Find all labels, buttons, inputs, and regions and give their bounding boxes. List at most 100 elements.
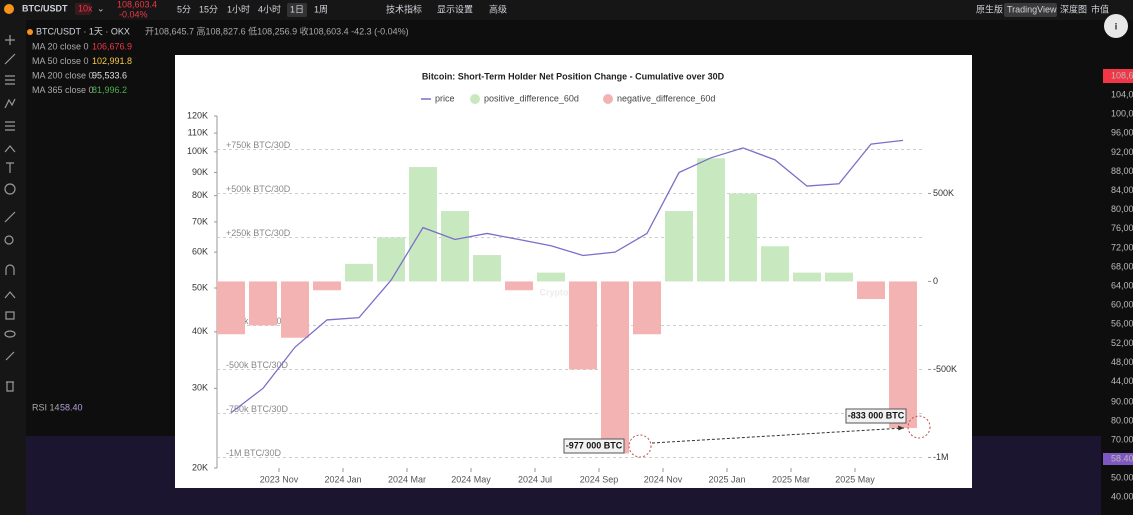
icon-lock[interactable] [5, 311, 15, 320]
tool[interactable]: 技术指标 [386, 3, 422, 14]
x-tick-label: 2025 May [835, 474, 875, 484]
leverage-badge [75, 3, 91, 15]
annotation-label: -833 000 BTC [848, 410, 905, 420]
icon-fib[interactable] [5, 121, 15, 131]
icon-magnet[interactable] [5, 264, 15, 275]
icon-pattern[interactable] [4, 98, 16, 109]
bar [601, 281, 629, 454]
rsi-scale-label: 90.00 [1111, 396, 1133, 406]
interval[interactable]: 1周 [314, 4, 328, 14]
ma-value: 81,996.2 [92, 85, 127, 95]
bar [217, 281, 245, 335]
guide-label: +250k BTC/30D [226, 228, 291, 238]
legend-symbol: BTC/USDT · 1天 · OKX [36, 26, 130, 36]
x-tick-label: 2024 Sep [580, 474, 619, 484]
last-price: 108,603.4 [117, 0, 157, 9]
y-tick-label: 70K [192, 216, 208, 226]
rsi-name: RSI 14 [32, 402, 60, 412]
price-scale: 108,60 104,000 100,000 96,000 92,000 88,000 84… [1103, 69, 1133, 501]
leverage: 10x [78, 3, 93, 13]
interval[interactable]: 1日 [290, 4, 304, 14]
interval[interactable]: 5分 [177, 4, 191, 14]
bar [345, 263, 373, 282]
icon-text[interactable] [6, 162, 14, 173]
arrow-head [898, 425, 904, 431]
rsi-scale-label: 80.00 [1111, 415, 1133, 425]
price-scale-label: 48,000 [1111, 357, 1133, 367]
ma-name: MA 200 close 0 [32, 70, 94, 80]
x-tick-label: 2024 Mar [388, 474, 426, 484]
bar [697, 158, 725, 282]
bar [857, 281, 885, 300]
price-scale-label: 84,000 [1111, 185, 1133, 195]
plot: +750k BTC/30D +500k BTC/30D +250k BTC/30D -… [187, 93, 957, 484]
tool[interactable]: 高级 [489, 3, 507, 14]
price-scale-label: 68,000 [1111, 261, 1133, 271]
y-tick-label: 100K [187, 146, 208, 156]
bar [729, 193, 757, 282]
y2-tick-label: 0 [933, 276, 938, 286]
legend-label: negative_difference_60d [617, 93, 715, 103]
guide-label: -1M BTC/30D [226, 448, 282, 458]
icon-link[interactable] [5, 351, 15, 361]
bar [249, 281, 277, 326]
coin-icon [4, 4, 14, 14]
icon-zoom[interactable] [4, 235, 14, 245]
tool[interactable]: 显示设置 [437, 4, 473, 14]
icon-trash[interactable] [6, 381, 14, 392]
interval-active [287, 3, 307, 17]
dropdown-arrow[interactable]: ⌄ [97, 3, 105, 13]
price-scale-label: 88,000 [1111, 166, 1133, 176]
top-bar [0, 0, 1133, 20]
ma-legend: MA 20 close 0 106,676.9MA 50 close 0 102,9… [32, 41, 132, 95]
view[interactable]: TradingView [1007, 4, 1057, 14]
icon-eye[interactable] [4, 330, 16, 338]
annotation-box [563, 438, 625, 454]
icon-brush[interactable] [4, 145, 16, 153]
interval[interactable]: 4小时 [258, 3, 281, 14]
price-scale-label: 96,000 [1111, 128, 1133, 138]
view[interactable]: 市值 [1091, 3, 1109, 14]
interval[interactable]: 1小时 [227, 3, 250, 14]
watermark: CryptoQuant [540, 287, 595, 297]
y-tick-label: 90K [192, 167, 208, 177]
icon-cross[interactable] [5, 35, 15, 45]
icon-emoji[interactable] [4, 183, 16, 195]
view[interactable]: 原生版 [976, 3, 1003, 14]
bar [313, 281, 341, 291]
legend-coin [27, 29, 33, 35]
price-scale-label: 76,000 [1111, 223, 1133, 233]
rsi-scale-label: 70.00 [1111, 434, 1133, 444]
ma-name: MA 50 close 0 [32, 56, 89, 66]
annotation-circle [628, 434, 652, 458]
bar [761, 246, 789, 282]
tools-group: 技术指标 显示设置 高级 [386, 3, 507, 14]
legend-swatch [470, 94, 480, 104]
icon-draw[interactable] [4, 291, 16, 299]
icon-ruler[interactable] [4, 211, 16, 223]
bar [473, 255, 501, 282]
chart-title: Bitcoin: Short-Term Holder Net Position … [422, 71, 725, 81]
bar [537, 272, 565, 282]
info-icon[interactable]: i [1115, 21, 1118, 31]
bar [793, 272, 821, 282]
rsi-highlight [1103, 453, 1133, 465]
rsi-scale-label: 40.00 [1111, 491, 1133, 501]
guide-label: +750k BTC/30D [226, 140, 291, 150]
price-line [230, 139, 904, 414]
interval[interactable]: 15分 [199, 4, 218, 14]
legend-ohlc: 开108,645.7 高108,827.6 低108,256.9 收108,60… [145, 25, 409, 36]
icon-hlines[interactable] [5, 75, 15, 85]
x-tick-label: 2024 Jul [518, 474, 552, 484]
info-button[interactable] [1104, 14, 1128, 38]
symbol[interactable]: BTC/USDT [22, 3, 68, 13]
price-scale-label: 100,000 [1111, 109, 1133, 119]
y-tick-label: 80K [192, 190, 208, 200]
view[interactable]: 深度图 [1060, 3, 1087, 14]
icon-line[interactable] [4, 53, 16, 65]
interval-group: 5分 15分 1小时 4小时 1日 1周 [177, 3, 328, 17]
ma-name: MA 365 close 0 [32, 85, 94, 95]
bar [825, 272, 853, 282]
bar [889, 281, 917, 429]
